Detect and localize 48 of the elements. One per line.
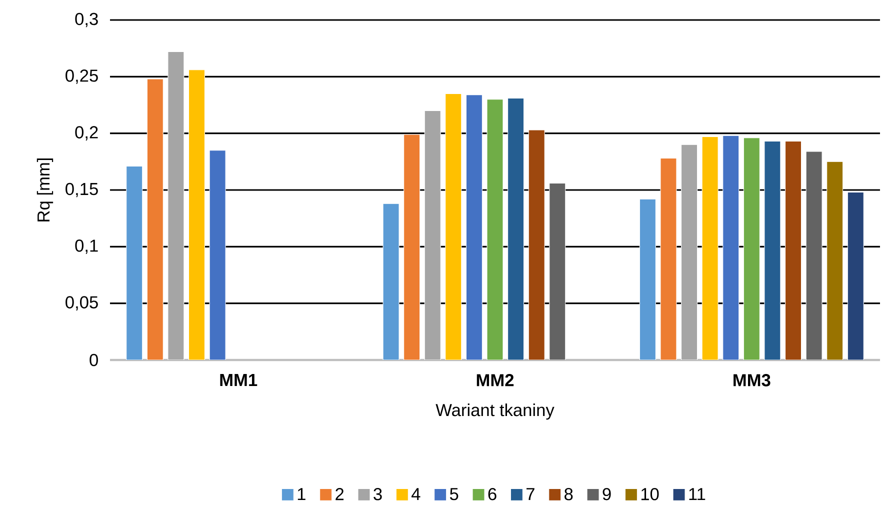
- y-tick-label: 0,05: [66, 296, 98, 310]
- bar: [847, 192, 864, 360]
- bar: [466, 94, 482, 360]
- bar: [722, 135, 740, 360]
- bar: [639, 198, 656, 360]
- y-tick-label: 0,25: [66, 70, 98, 84]
- x-tick-label: MM3: [734, 374, 770, 386]
- bar: [126, 166, 143, 360]
- bar: [486, 99, 504, 360]
- legend-label: 3: [374, 488, 382, 500]
- bar: [209, 150, 226, 360]
- legend-label: 9: [602, 488, 611, 500]
- bar: [508, 98, 524, 360]
- legend-label: 10: [641, 488, 659, 500]
- legend-label: 2: [336, 488, 344, 500]
- bar: [549, 182, 566, 360]
- legend-label: 5: [450, 488, 458, 500]
- legend-label: 8: [564, 488, 573, 500]
- y-tick-label: 0,15: [66, 182, 98, 198]
- x-tick-label: MM2: [476, 374, 514, 386]
- y-tick-label: 0,2: [75, 126, 98, 140]
- bar: [528, 130, 545, 360]
- bar: [146, 78, 164, 360]
- y-tick-label: 0: [90, 354, 98, 366]
- bar: [168, 51, 184, 360]
- bar: [404, 134, 420, 360]
- bar: [826, 161, 844, 360]
- x-tick-label: MM1: [220, 374, 258, 386]
- bar: [806, 151, 822, 360]
- bar: [764, 141, 781, 360]
- bar: [743, 138, 760, 360]
- bar: [445, 93, 462, 360]
- legend-label: 7: [526, 488, 534, 500]
- bar: [702, 136, 718, 360]
- x-axis-title: Wariant tkaniny: [436, 403, 554, 420]
- bar: [785, 141, 802, 360]
- legend-label: 4: [412, 488, 420, 500]
- bar: [188, 70, 205, 360]
- bar: [660, 158, 677, 360]
- y-tick-label: 0,3: [75, 12, 98, 28]
- legend-label: 6: [488, 488, 496, 500]
- legend-label: 1: [298, 488, 306, 500]
- y-tick-label: 0,1: [75, 240, 98, 254]
- bar: [424, 110, 441, 360]
- legend-label: 11: [689, 488, 706, 500]
- bar: [382, 203, 400, 360]
- bar: [681, 144, 698, 360]
- y-axis-title: Rq [mm]: [36, 158, 54, 222]
